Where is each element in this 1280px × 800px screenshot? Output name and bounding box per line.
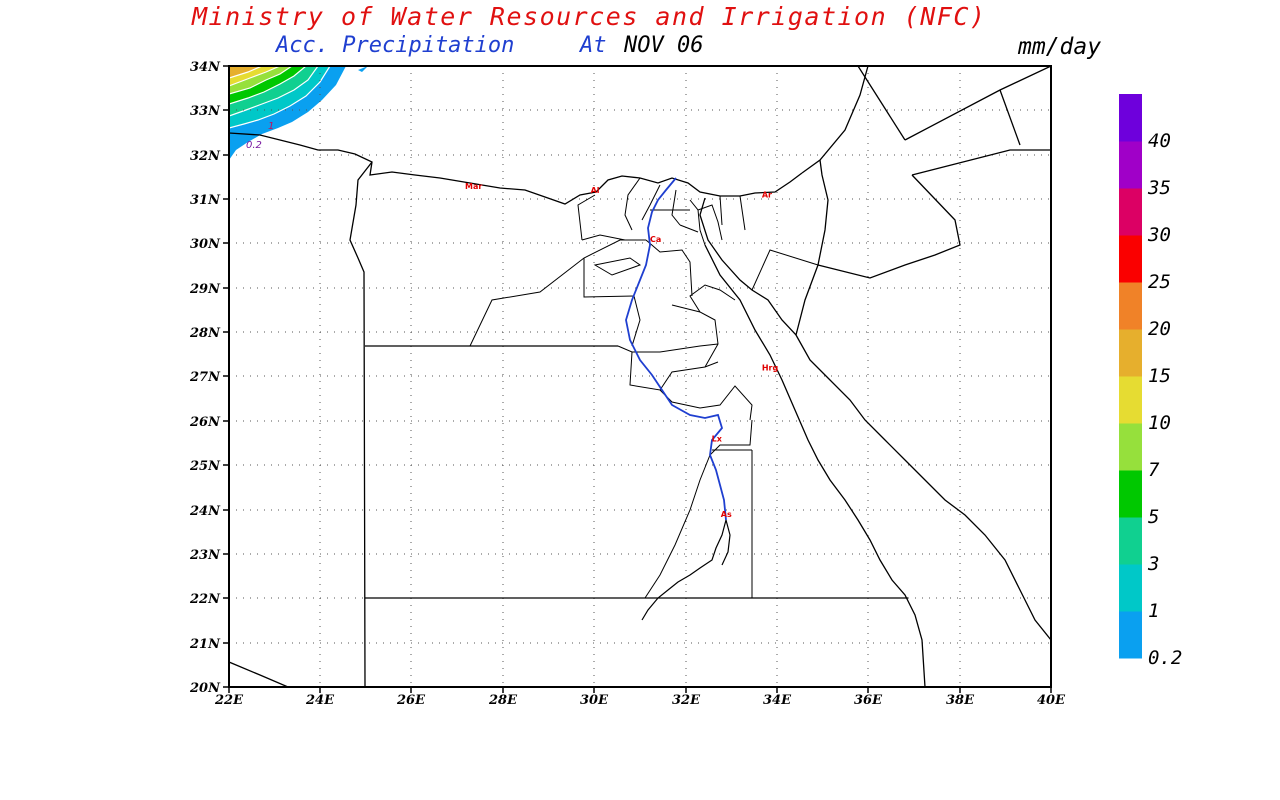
city-label-mar: Mar	[465, 182, 482, 191]
subtitle-variable: Acc. Precipitation	[276, 33, 515, 58]
frame-ticks	[223, 65, 1052, 693]
lat-tick-label: 22N	[189, 592, 221, 607]
city-labels: Mar Al Ar Ca Hrg Lx As	[465, 182, 778, 519]
contour-label: 0.2	[246, 140, 262, 151]
lon-tick-label: 30E	[580, 693, 609, 708]
colorbar-label: 5	[1148, 506, 1159, 528]
lon-tick-label: 34E	[763, 693, 792, 708]
city-label-ar: Ar	[762, 191, 772, 200]
lat-tick-label: 21N	[189, 637, 221, 652]
nile-river	[625, 177, 727, 521]
colorbar-segment	[1119, 376, 1142, 424]
lon-tick-labels: 22E 24E 26E 28E 30E 32E 34E 36E 38E 40E	[214, 693, 1066, 708]
colorbar-segment	[1119, 141, 1142, 189]
lat-tick-label: 20N	[189, 681, 221, 696]
map-frame	[228, 65, 1052, 688]
lat-tick-label: 23N	[189, 548, 221, 563]
units-label: mm/day	[1018, 34, 1102, 60]
lat-tick-label: 26N	[189, 415, 221, 430]
city-label-al: Al	[591, 186, 600, 195]
colorbar-segment	[1119, 423, 1142, 471]
colorbar-segment	[1119, 611, 1142, 659]
lat-tick-label: 31N	[190, 193, 221, 208]
colorbar-segment	[1119, 517, 1142, 565]
lat-tick-label: 34N	[190, 60, 221, 75]
colorbar-label: 1	[1148, 600, 1159, 622]
city-label-as: As	[721, 510, 732, 519]
lon-tick-label: 38E	[946, 693, 975, 708]
subtitle-at: At	[580, 33, 607, 58]
city-label-lx: Lx	[712, 435, 723, 444]
lon-tick-label: 22E	[214, 693, 244, 708]
colorbar-segment	[1119, 235, 1142, 283]
lon-tick-label: 26E	[396, 693, 426, 708]
lat-tick-label: 28N	[189, 326, 221, 341]
lake-nasser	[641, 519, 731, 621]
city-label-ca: Ca	[650, 235, 661, 244]
lon-tick-label: 28E	[488, 693, 518, 708]
lon-tick-label: 40E	[1037, 693, 1066, 708]
lat-tick-labels: 20N 21N 22N 23N 24N 25N 26N 27N 28N 29N …	[189, 60, 221, 696]
subtitle-date: NOV 06	[624, 33, 704, 58]
colorbar-label: 7	[1148, 459, 1160, 481]
lat-tick-label: 25N	[189, 459, 221, 474]
city-label-hrg: Hrg	[762, 364, 779, 373]
colorbar-label: 3	[1147, 553, 1159, 575]
colorbar-label: 10	[1148, 412, 1171, 434]
lat-tick-label: 32N	[190, 149, 221, 164]
coastlines-borders	[229, 66, 1051, 687]
lon-tick-label: 36E	[854, 693, 883, 708]
colorbar-segment	[1119, 329, 1142, 377]
colorbar-segment	[1119, 188, 1142, 236]
colorbar-segment	[1119, 282, 1142, 330]
lon-tick-label: 24E	[305, 693, 335, 708]
colorbar-segment	[1119, 564, 1142, 612]
colorbar-label: 0.2	[1148, 647, 1182, 669]
governorate-boundaries	[469, 177, 819, 599]
colorbar-label: 15	[1148, 365, 1171, 387]
lon-tick-label: 32E	[672, 693, 701, 708]
colorbar-label: 25	[1148, 271, 1171, 293]
contour-label: 1	[268, 121, 274, 132]
lat-tick-label: 27N	[189, 370, 221, 385]
lat-tick-label: 30N	[190, 237, 221, 252]
precipitation-shading	[229, 66, 368, 160]
lat-tick-label: 24N	[189, 504, 221, 519]
colorbar-label: 20	[1148, 318, 1171, 340]
colorbar-label: 40	[1148, 130, 1171, 152]
colorbar-segment	[1119, 470, 1142, 518]
lat-tick-label: 33N	[190, 104, 221, 119]
map-title: Ministry of Water Resources and Irrigati…	[192, 2, 987, 31]
map-grid	[229, 66, 1051, 687]
colorbar-segment	[1119, 94, 1142, 142]
colorbar-label: 30	[1147, 224, 1171, 246]
lat-tick-label: 29N	[189, 282, 221, 297]
colorbar-label: 35	[1147, 177, 1171, 199]
